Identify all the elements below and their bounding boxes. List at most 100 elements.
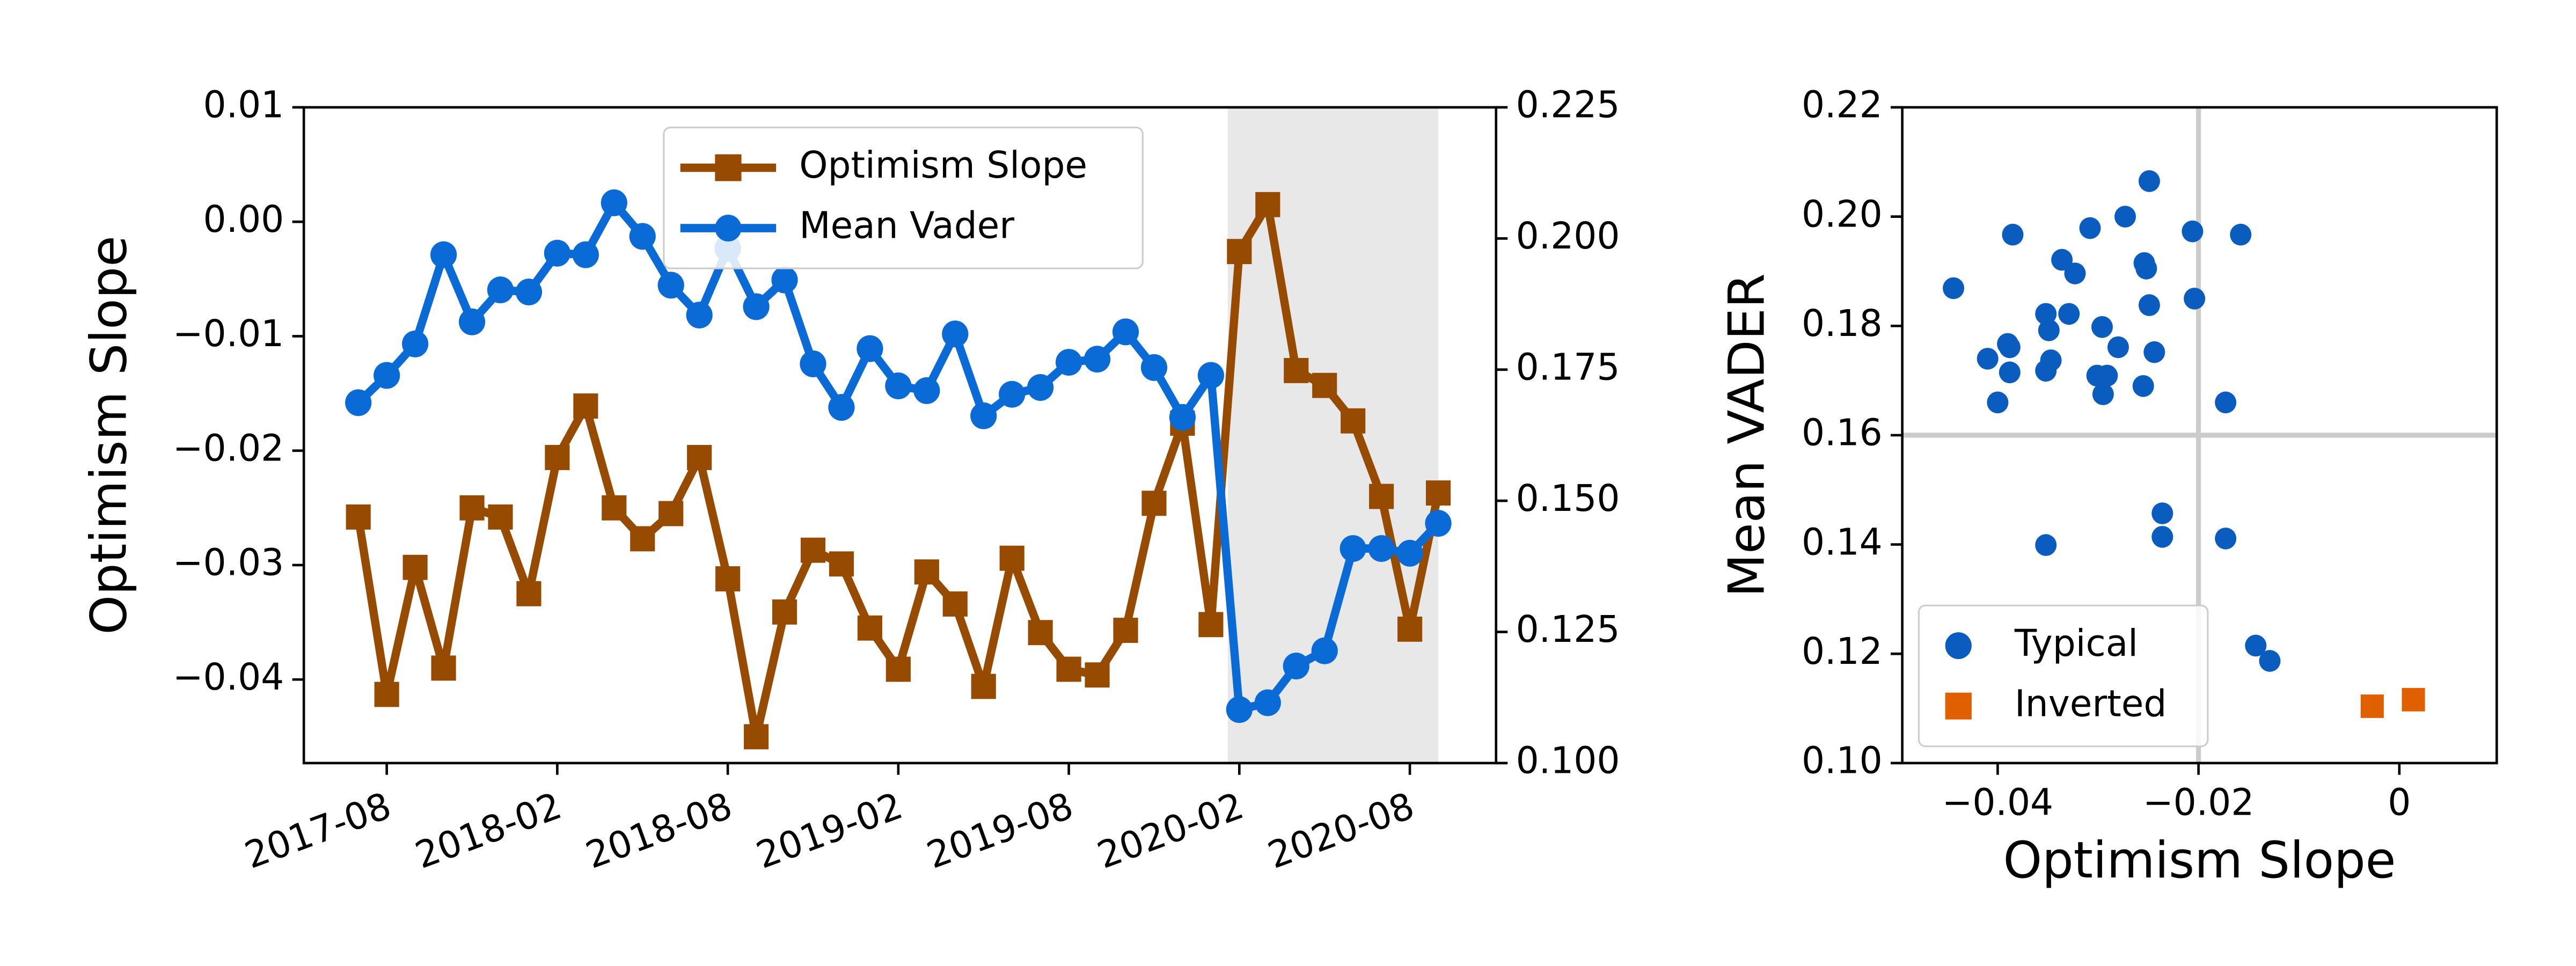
- legend-label: Mean Vader: [799, 204, 1015, 247]
- point: [800, 350, 826, 377]
- point: [374, 682, 399, 707]
- point: [1283, 653, 1309, 680]
- point: [971, 674, 996, 699]
- point: [2151, 502, 2174, 524]
- legend-label: Optimism Slope: [799, 144, 1087, 187]
- y-tick-label: 0.10: [1802, 740, 1883, 782]
- point: [2138, 170, 2160, 192]
- y-tick-label: 0.12: [1802, 630, 1883, 673]
- point: [1369, 484, 1394, 509]
- point: [1254, 689, 1281, 716]
- x-tick-label: −0.04: [1942, 781, 2053, 824]
- point: [913, 377, 940, 404]
- point: [686, 302, 713, 329]
- point: [345, 389, 372, 416]
- point: [2079, 217, 2101, 239]
- point: [401, 330, 429, 357]
- y2-tick-label: 0.225: [1516, 84, 1620, 127]
- x-tick-label: 2018-08: [581, 785, 738, 877]
- point: [2230, 223, 2252, 246]
- y2-tick-label: 0.175: [1516, 346, 1620, 389]
- point: [2215, 528, 2237, 550]
- point: [374, 362, 400, 389]
- point: [1227, 239, 1252, 265]
- point: [1397, 616, 1423, 642]
- point: [999, 380, 1026, 408]
- y-tick-label: 0.22: [1802, 84, 1883, 127]
- point: [2092, 383, 2114, 405]
- point: [430, 241, 457, 268]
- legend-marker: [1945, 632, 1972, 660]
- point: [1255, 192, 1280, 217]
- point: [2058, 303, 2080, 325]
- legend-label: Inverted: [2015, 683, 2167, 726]
- point: [743, 724, 769, 750]
- point: [942, 591, 968, 617]
- point: [601, 189, 627, 216]
- y-tick-label: 0.20: [1802, 193, 1883, 236]
- x-axis-label: Optimism Slope: [2003, 831, 2396, 889]
- x-tick-label: 2020-08: [1263, 785, 1420, 877]
- y-tick-label: −0.01: [173, 313, 284, 356]
- point: [1027, 374, 1054, 401]
- point: [1141, 491, 1167, 516]
- point: [771, 266, 798, 294]
- point: [970, 402, 997, 429]
- point: [1425, 480, 1451, 506]
- point: [2184, 288, 2206, 310]
- legend-label: Typical: [2014, 622, 2138, 665]
- point: [630, 526, 655, 552]
- point: [2064, 262, 2086, 284]
- x-tick-label: −0.02: [2143, 781, 2254, 824]
- point: [1112, 318, 1139, 346]
- point: [1999, 336, 2021, 358]
- point: [346, 504, 371, 530]
- y-axis-label: Mean VADER: [1718, 273, 1775, 597]
- point: [1943, 277, 1965, 299]
- point: [1987, 391, 2009, 414]
- point: [1056, 656, 1081, 682]
- point: [1977, 348, 1999, 370]
- point: [431, 655, 456, 681]
- point: [2151, 526, 2174, 548]
- point: [2107, 336, 2129, 358]
- point: [602, 495, 627, 521]
- point: [1368, 535, 1395, 562]
- point: [1999, 361, 2021, 384]
- point: [743, 293, 770, 320]
- point: [2360, 694, 2384, 718]
- point: [2051, 248, 2073, 271]
- point: [829, 551, 854, 577]
- plot-frame: [1901, 106, 2498, 765]
- plot-frame: [302, 106, 1497, 765]
- point: [1055, 349, 1082, 376]
- point: [2114, 206, 2136, 228]
- y2-tick-label: 0.125: [1516, 609, 1620, 652]
- y-tick-label: 0.00: [203, 198, 284, 241]
- point: [2002, 223, 2024, 246]
- y-tick-label: 0.18: [1802, 303, 1883, 346]
- x-tick-label: 0: [2388, 781, 2411, 824]
- legend-marker: [715, 154, 742, 181]
- x-tick-label: 2019-02: [751, 785, 908, 877]
- point: [715, 566, 741, 591]
- y-tick-label: −0.04: [173, 656, 284, 699]
- point: [1284, 358, 1309, 383]
- y-tick-label: 0.01: [203, 84, 284, 127]
- point: [488, 504, 513, 530]
- point: [2132, 375, 2154, 397]
- point: [999, 545, 1024, 571]
- point: [2096, 364, 2118, 387]
- point: [2259, 650, 2281, 672]
- point: [828, 394, 855, 421]
- point: [1085, 662, 1110, 688]
- point: [544, 239, 570, 267]
- point: [1028, 620, 1053, 646]
- x-tick-label: 2019-08: [921, 785, 1079, 877]
- point: [1341, 408, 1366, 434]
- legend-box: [663, 126, 1144, 269]
- point: [2135, 258, 2157, 280]
- y2-tick-label: 0.200: [1516, 215, 1620, 258]
- x-tick-label: 2018-02: [410, 785, 567, 877]
